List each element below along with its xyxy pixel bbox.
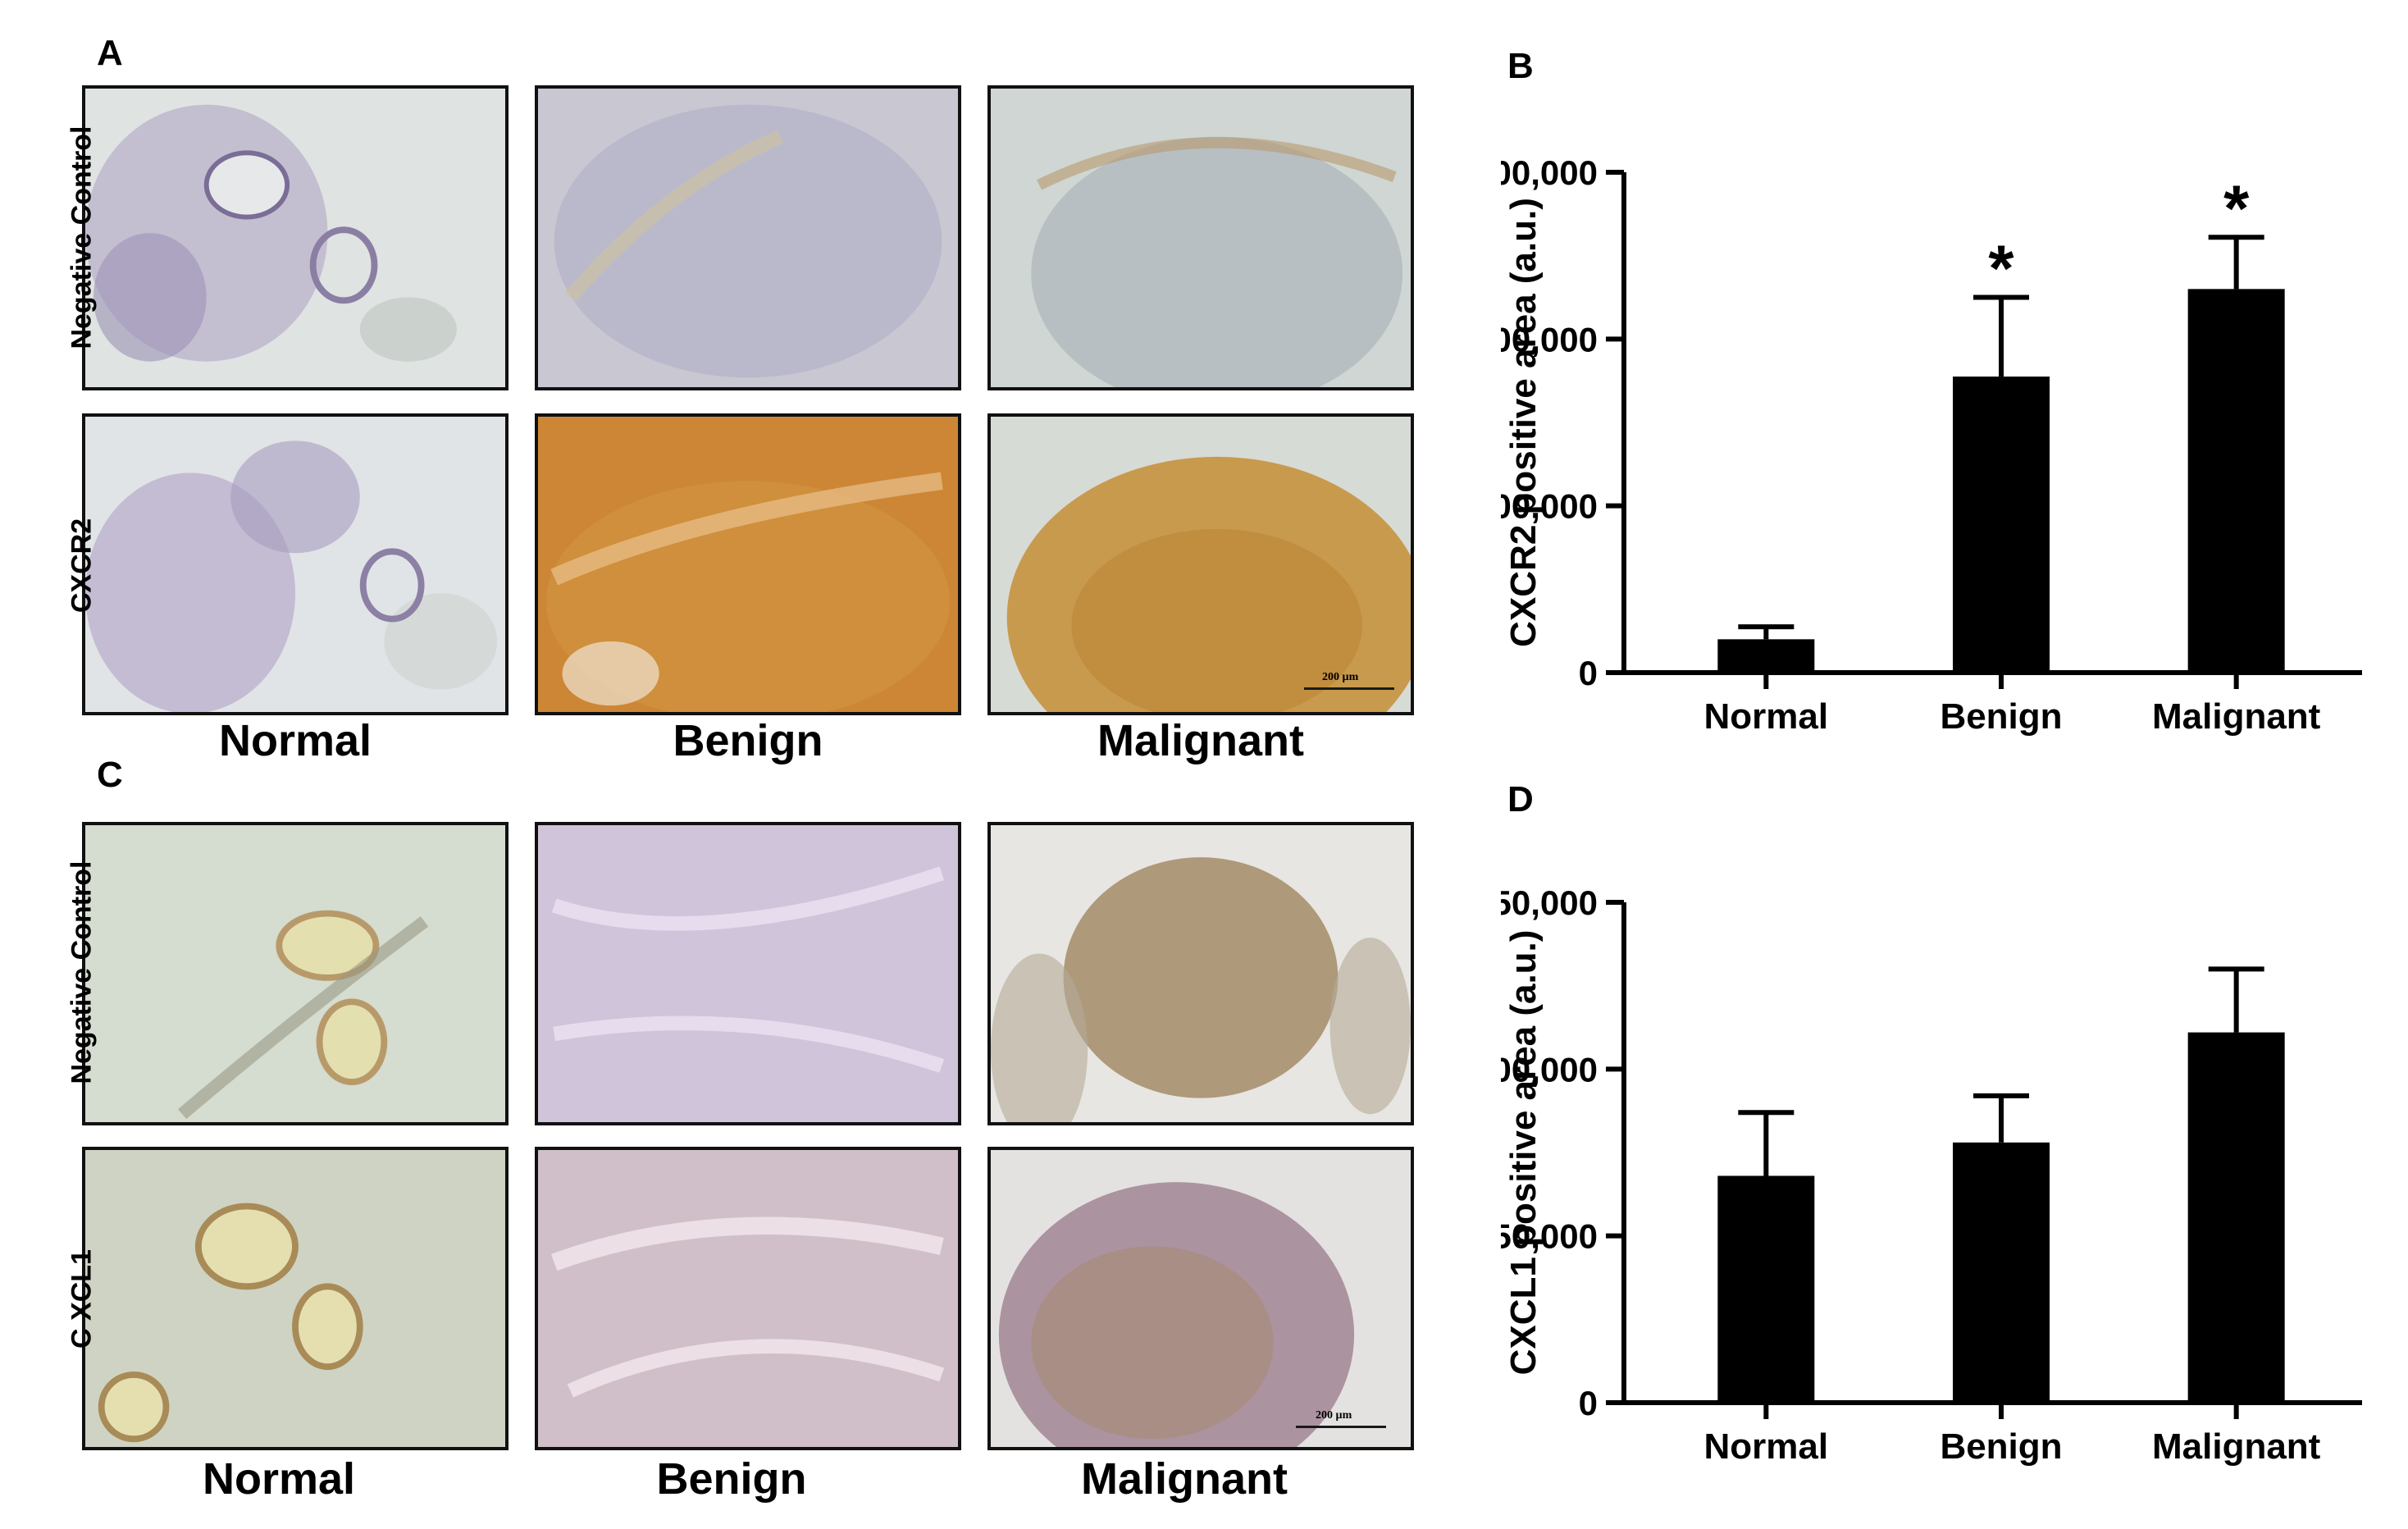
chart-b-bar-normal xyxy=(1717,639,1815,673)
micrograph-c-cxcl1-benign xyxy=(535,1147,961,1450)
col-label-c-benign: Benign xyxy=(656,1454,807,1504)
chart-d-bar-malignant xyxy=(2187,1032,2285,1403)
col-label-a-malignant: Malignant xyxy=(1097,716,1304,765)
scale-bar-label-a: 200 µm xyxy=(1322,671,1359,683)
row-label-c-cxcl1: C XCL1 xyxy=(66,1249,98,1349)
micrograph-c-negative-benign xyxy=(535,822,961,1125)
chart-b-y-tick-label: 400,000 xyxy=(1501,320,1598,358)
chart-b-significance-marker: * xyxy=(1988,232,2014,305)
chart-b-y-tick-label: 200,000 xyxy=(1501,487,1598,526)
chart-d-y-tick-label: 100,000 xyxy=(1501,1050,1598,1089)
chart-d-x-tick-label: Malignant xyxy=(2152,1426,2321,1467)
chart-d-y-tick-label: 150,000 xyxy=(1501,883,1598,922)
col-label-a-benign: Benign xyxy=(673,716,823,765)
chart-b-x-tick-label: Malignant xyxy=(2152,696,2321,737)
scale-bar-c xyxy=(1296,1426,1386,1428)
chart-b: CXCR2 positive area (a.u.) 0 200,000 400,00… xyxy=(1473,115,2403,775)
chart-d: CXCL1 positive area (a.u.) 0 50,000 100,000… xyxy=(1473,845,2403,1505)
panel-letter-c: C xyxy=(97,755,123,795)
chart-b-bar-benign xyxy=(1953,377,2050,673)
row-label-a-cxcr2: CXCR2 xyxy=(66,518,98,614)
scale-bar-label-c: 200 µm xyxy=(1316,1409,1352,1422)
micrograph-c-negative-normal xyxy=(82,822,509,1125)
panel-letter-a: A xyxy=(97,33,123,73)
chart-b-bar-malignant xyxy=(2187,289,2285,673)
chart-b-significance-marker: * xyxy=(2223,171,2250,244)
row-label-c-negative-control: Negative Control xyxy=(66,860,98,1084)
col-label-a-normal: Normal xyxy=(218,716,372,765)
chart-d-y-tick-label: 0 xyxy=(1579,1384,1598,1422)
panel-letter-b: B xyxy=(1507,46,1534,86)
chart-b-y-tick-label: 0 xyxy=(1579,654,1598,692)
micrograph-c-cxcl1-normal xyxy=(82,1147,509,1450)
micrograph-a-negative-normal xyxy=(82,85,509,390)
chart-b-plot: CXCR2 positive area (a.u.) 0 200,000 400,00… xyxy=(1473,153,2362,737)
micrograph-a-cxcr2-normal xyxy=(82,413,509,715)
col-label-c-malignant: Malignant xyxy=(1081,1454,1288,1504)
micrograph-c-cxcl1-malignant xyxy=(987,1147,1414,1450)
chart-b-x-tick-label: Benign xyxy=(1940,696,2062,737)
chart-d-bar-benign xyxy=(1953,1142,2050,1403)
chart-d-y-tick-label: 50,000 xyxy=(1501,1217,1598,1256)
micrograph-a-cxcr2-benign xyxy=(535,413,961,715)
chart-d-y-axis-label: CXCL1 positive area (a.u.) xyxy=(1503,930,1544,1376)
chart-d-x-tick-label: Benign xyxy=(1940,1426,2062,1467)
chart-d-x-tick-label: Normal xyxy=(1704,1426,1829,1467)
scale-bar-a xyxy=(1304,687,1394,690)
micrograph-a-cxcr2-malignant xyxy=(987,413,1414,715)
chart-b-y-tick-label: 600,000 xyxy=(1501,153,1598,192)
micrograph-a-negative-malignant xyxy=(987,85,1414,390)
panel-letter-d: D xyxy=(1507,779,1534,819)
chart-b-x-tick-label: Normal xyxy=(1704,696,1829,737)
micrograph-c-negative-malignant xyxy=(987,822,1414,1125)
row-label-a-negative-control: Negative Control xyxy=(66,126,98,349)
chart-d-plot: CXCL1 positive area (a.u.) 0 50,000 100,000… xyxy=(1473,883,2362,1467)
micrograph-a-negative-benign xyxy=(535,85,961,390)
col-label-c-normal: Normal xyxy=(202,1454,356,1504)
chart-d-bar-normal xyxy=(1717,1175,1815,1403)
chart-b-y-axis-label: CXCR2 positive area (a.u.) xyxy=(1503,198,1544,647)
